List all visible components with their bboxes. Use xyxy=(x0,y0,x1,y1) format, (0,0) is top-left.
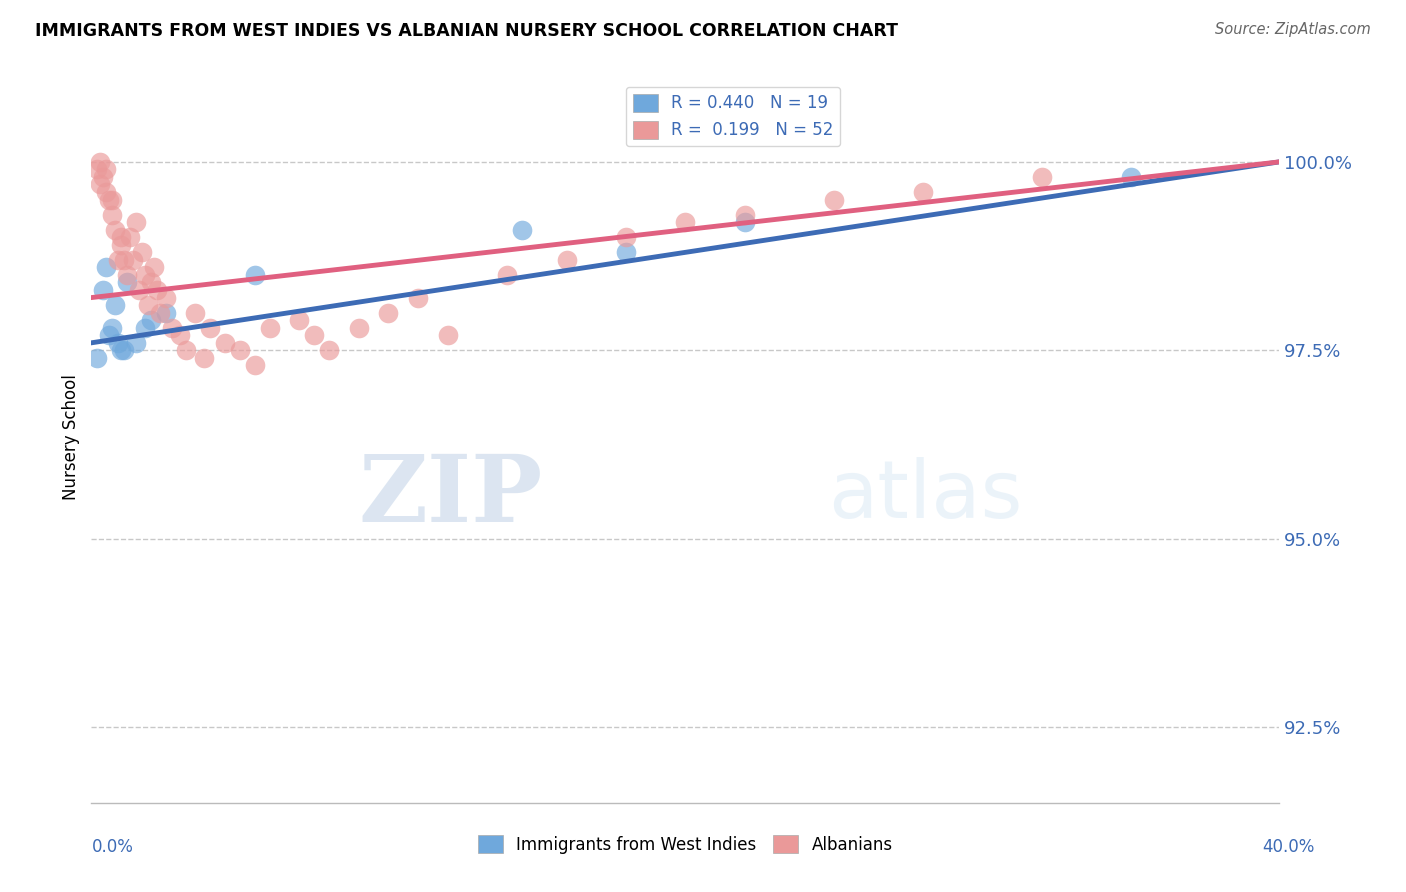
Point xyxy=(1119,169,1142,184)
Point xyxy=(118,230,141,244)
Point xyxy=(110,343,132,358)
Point xyxy=(112,343,135,358)
Point xyxy=(115,276,138,290)
Point xyxy=(139,313,162,327)
Point xyxy=(96,185,118,199)
Point xyxy=(101,193,124,207)
Point xyxy=(169,328,191,343)
Point xyxy=(229,343,252,358)
Point xyxy=(318,343,340,358)
Point xyxy=(155,291,177,305)
Point xyxy=(673,215,696,229)
Point xyxy=(96,162,118,177)
Point xyxy=(96,260,118,275)
Point xyxy=(734,208,756,222)
Point xyxy=(214,335,236,350)
Point xyxy=(496,268,519,282)
Point xyxy=(104,223,127,237)
Point xyxy=(86,162,108,177)
Point xyxy=(142,260,165,275)
Point xyxy=(200,320,222,334)
Point xyxy=(377,306,399,320)
Point xyxy=(91,283,114,297)
Point xyxy=(149,306,172,320)
Point xyxy=(302,328,325,343)
Text: Source: ZipAtlas.com: Source: ZipAtlas.com xyxy=(1215,22,1371,37)
Point xyxy=(110,237,132,252)
Point xyxy=(107,335,129,350)
Point xyxy=(131,245,153,260)
Point xyxy=(155,306,177,320)
Point xyxy=(101,208,124,222)
Point xyxy=(107,252,129,267)
Legend: R = 0.440   N = 19, R =  0.199   N = 52: R = 0.440 N = 19, R = 0.199 N = 52 xyxy=(626,87,839,146)
Text: ZIP: ZIP xyxy=(359,450,543,541)
Point xyxy=(555,252,578,267)
Point xyxy=(823,193,845,207)
Point xyxy=(122,252,145,267)
Point xyxy=(406,291,429,305)
Point xyxy=(98,193,121,207)
Point xyxy=(176,343,198,358)
Text: 40.0%: 40.0% xyxy=(1263,838,1315,855)
Point xyxy=(101,320,124,334)
Point xyxy=(243,359,266,373)
Point xyxy=(98,328,121,343)
Point xyxy=(243,268,266,282)
Y-axis label: Nursery School: Nursery School xyxy=(62,374,80,500)
Point xyxy=(145,283,167,297)
Point xyxy=(89,154,111,169)
Point xyxy=(259,320,281,334)
Text: 0.0%: 0.0% xyxy=(91,838,134,855)
Point xyxy=(136,298,159,312)
Point xyxy=(184,306,207,320)
Point xyxy=(86,351,108,365)
Point xyxy=(125,335,148,350)
Point xyxy=(510,223,533,237)
Point xyxy=(134,320,156,334)
Point xyxy=(134,268,156,282)
Point xyxy=(104,298,127,312)
Point xyxy=(112,252,135,267)
Point xyxy=(139,276,162,290)
Point xyxy=(911,185,934,199)
Point xyxy=(734,215,756,229)
Point xyxy=(436,328,458,343)
Point xyxy=(128,283,150,297)
Point xyxy=(91,169,114,184)
Point xyxy=(614,245,637,260)
Point xyxy=(89,178,111,192)
Text: atlas: atlas xyxy=(828,457,1022,534)
Point xyxy=(1031,169,1053,184)
Point xyxy=(614,230,637,244)
Point xyxy=(347,320,370,334)
Point xyxy=(110,230,132,244)
Text: IMMIGRANTS FROM WEST INDIES VS ALBANIAN NURSERY SCHOOL CORRELATION CHART: IMMIGRANTS FROM WEST INDIES VS ALBANIAN … xyxy=(35,22,898,40)
Point xyxy=(125,215,148,229)
Point xyxy=(193,351,215,365)
Point xyxy=(115,268,138,282)
Point xyxy=(288,313,311,327)
Point xyxy=(160,320,183,334)
